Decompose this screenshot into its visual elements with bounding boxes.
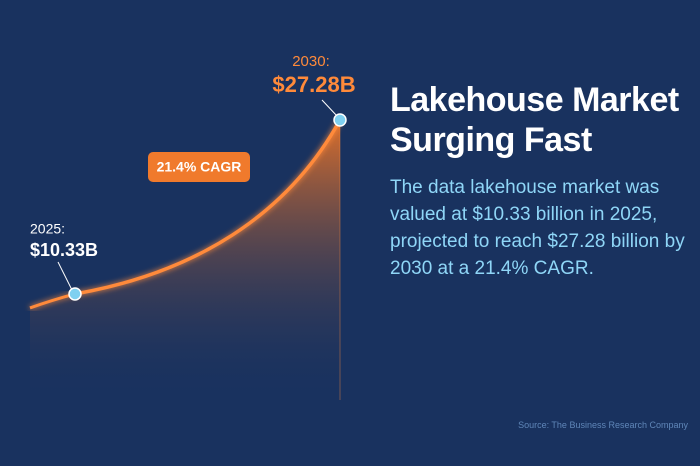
plot: 2025: $10.33B 2030: $27.28B 21.4% CAGR <box>29 53 356 400</box>
description: The data lakehouse market was valued at … <box>390 177 685 279</box>
data-point <box>68 287 82 301</box>
x-label: 2025: <box>30 221 65 237</box>
leader <box>321 99 338 117</box>
data-point <box>333 113 347 127</box>
value-label: $27.28B <box>272 72 355 97</box>
area-fill <box>30 120 340 400</box>
source: Source: The Business Research Company <box>518 420 688 430</box>
leader <box>57 261 73 291</box>
title: Lakehouse Market Surging Fast <box>390 81 679 159</box>
cagr-label: 21.4% CAGR <box>157 159 242 175</box>
cagr-badge <box>148 152 250 182</box>
value-label: $10.33B <box>30 240 98 260</box>
x-label: 2030: <box>292 53 330 70</box>
growth-line <box>74 119 342 296</box>
